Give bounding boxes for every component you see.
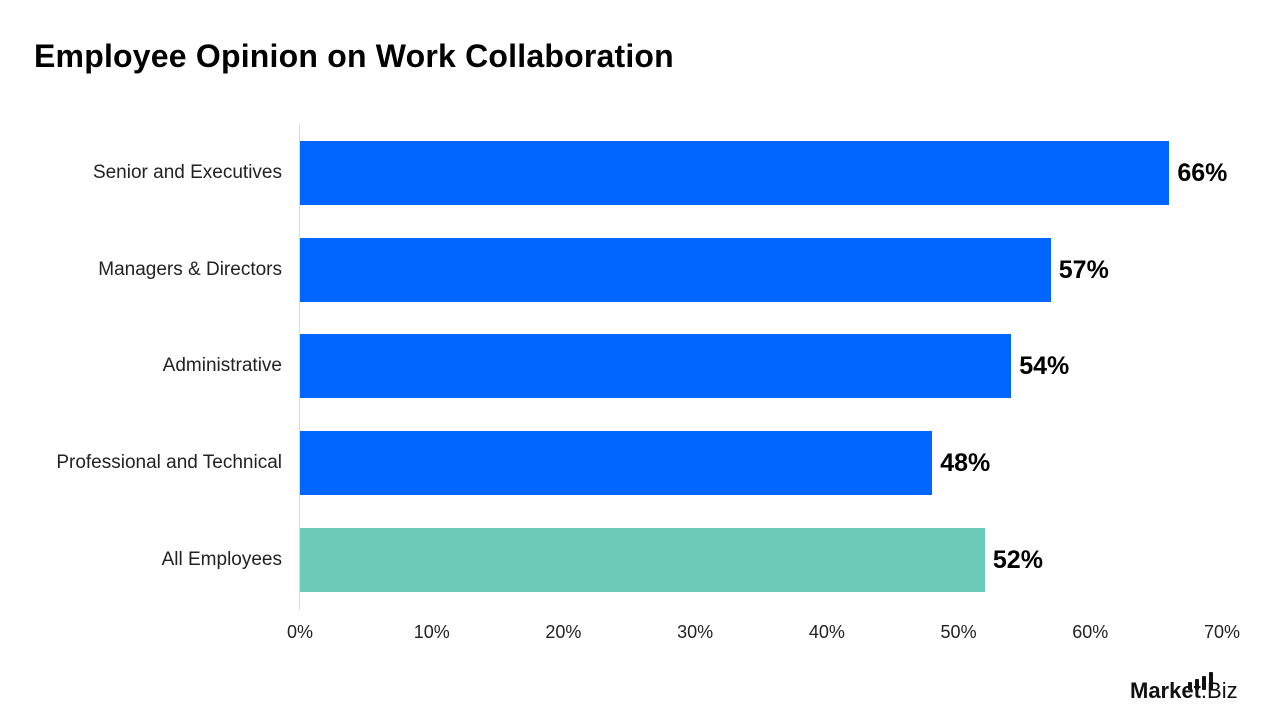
x-tick-label: 70% <box>1203 622 1241 642</box>
category-label: All Employees <box>161 549 282 570</box>
category-label: Professional and Technical <box>56 452 282 473</box>
chart-title: Employee Opinion on Work Collaboration <box>34 38 674 74</box>
bar <box>300 334 1012 398</box>
logo-main-text: Market <box>1130 678 1201 703</box>
x-tick-label: 10% <box>413 622 450 642</box>
bar-value-label: 48% <box>940 449 991 477</box>
category-label: Managers & Directors <box>98 259 282 280</box>
bar <box>300 431 933 495</box>
bar <box>300 238 1051 302</box>
bar-value-label: 52% <box>992 546 1043 574</box>
x-tick-label: 30% <box>677 622 714 642</box>
marketbiz-logo: Market.Biz <box>1130 668 1260 708</box>
x-tick-label: 20% <box>545 622 582 642</box>
category-label: Administrative <box>162 355 282 376</box>
bar-value-label: 54% <box>1019 352 1070 380</box>
x-tick-label: 50% <box>940 622 977 642</box>
bar <box>300 141 1170 205</box>
x-tick-label: 0% <box>286 622 314 642</box>
bar-value-label: 66% <box>1177 159 1228 187</box>
bar <box>300 528 985 592</box>
category-label: Senior and Executives <box>92 162 282 183</box>
logo-suffix-text: .Biz <box>1200 678 1238 703</box>
y-axis-line <box>299 124 300 610</box>
x-tick-label: 60% <box>1072 622 1109 642</box>
bar-value-label: 57% <box>1058 256 1109 284</box>
x-tick-label: 40% <box>808 622 845 642</box>
